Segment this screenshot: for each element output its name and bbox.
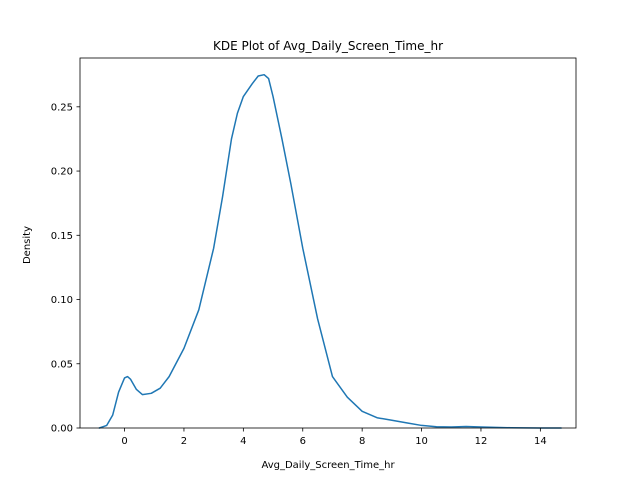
x-tick-label: 12 (475, 436, 488, 447)
chart-title: KDE Plot of Avg_Daily_Screen_Time_hr (213, 39, 443, 53)
y-tick-label: 0.05 (51, 359, 73, 370)
x-tick-label: 6 (300, 436, 306, 447)
x-tick-label: 10 (415, 436, 428, 447)
plot-area: 0 2 4 6 8 10 12 14 0.00 0.05 0.10 0.15 0.20 0.25 (51, 57, 577, 447)
x-tick-label: 2 (181, 436, 187, 447)
x-tick-label: 4 (240, 436, 246, 447)
kde-line-0 (98, 73, 562, 429)
y-tick-label: 0.00 (51, 424, 73, 435)
y-tick-label: 0.10 (51, 295, 73, 306)
y-tick-label: 0.20 (51, 167, 73, 178)
y-axis-label: Density (22, 226, 33, 264)
y-tick-label: 0.25 (51, 102, 73, 113)
x-tick-label: 14 (534, 436, 547, 447)
x-axis-label: Avg_Daily_Screen_Time_hr (261, 460, 395, 471)
axes-frame (79, 57, 577, 429)
y-tick-label: 0.15 (51, 231, 73, 242)
x-tick-label: 8 (359, 436, 365, 447)
x-tick-label: 0 (121, 436, 127, 447)
